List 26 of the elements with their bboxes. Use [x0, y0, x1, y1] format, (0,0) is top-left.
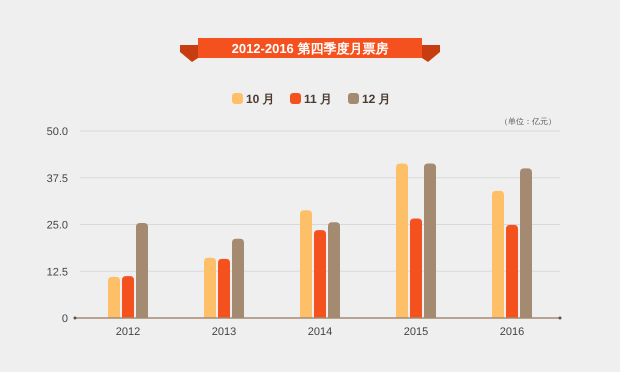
bar [204, 258, 216, 318]
x-tick-label: 2013 [212, 326, 236, 338]
bar [396, 164, 408, 318]
x-tick-label: 2014 [308, 326, 332, 338]
text: （单位：亿元） [500, 117, 556, 126]
chart-title: 2012-2016 第四季度月票房 [232, 41, 388, 56]
bar [410, 218, 422, 318]
x-tick-label: 2012 [116, 326, 140, 338]
x-tick-label: 2016 [500, 326, 524, 338]
x-tick-label: 2015 [404, 326, 428, 338]
legend-label: 11 月 [304, 92, 332, 106]
bar [108, 276, 120, 318]
bar [300, 210, 312, 318]
bar [122, 276, 134, 318]
bar [314, 230, 326, 318]
y-tick-label: 25.0 [46, 220, 68, 232]
y-tick-label: 12.5 [46, 266, 68, 278]
y-tick-label: 0 [62, 313, 68, 325]
legend-label: 12 月 [362, 92, 391, 106]
bar [506, 224, 518, 318]
title-banner: 2012-2016 第四季度月票房 [180, 38, 440, 62]
bar [218, 258, 230, 318]
bar [492, 190, 504, 318]
legend-label: 10 月 [246, 92, 275, 106]
y-tick-label: 50.0 [46, 126, 68, 138]
y-tick-label: 37.5 [46, 172, 68, 185]
